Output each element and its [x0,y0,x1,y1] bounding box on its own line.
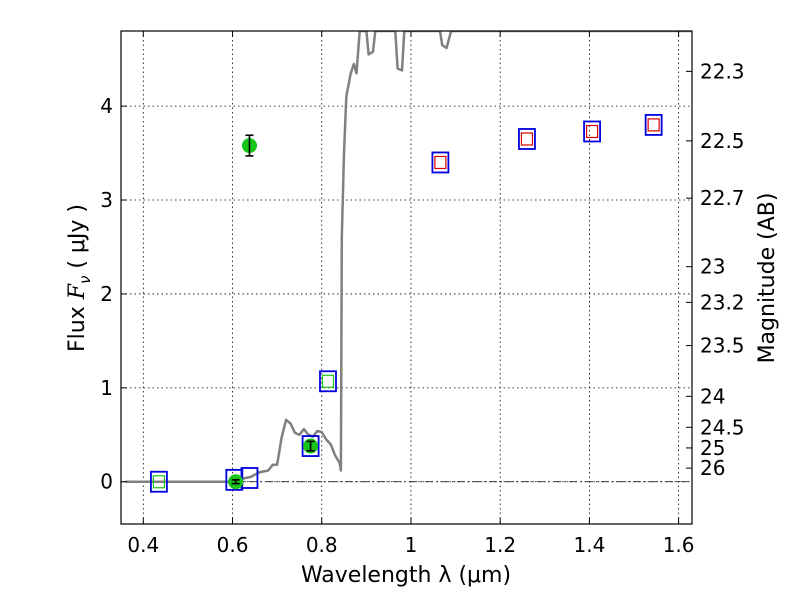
plot-frame [120,30,693,525]
mag-tick-label: 23 [700,255,725,279]
model-photometry-square [319,370,337,393]
mag-tick-label: 26 [700,456,725,480]
plot-area [125,31,692,493]
x-axis-label: Wavelength λ (μm) [301,563,511,588]
y-axis-label: Flux Fν ( μJy ) [65,204,94,352]
mag-tick-label: 24.5 [700,415,745,439]
x-tick-label: 0.8 [306,533,338,557]
y-tick-label: 3 [100,188,113,212]
mag-tick-label: 23.5 [700,334,745,358]
filter-inner-square [647,118,660,132]
model-photometry-square [518,128,536,150]
grid-lines [121,31,692,524]
mag-tick-label: 24 [700,384,725,408]
x-tick-label: 1.2 [484,533,516,557]
x-tick-label: 1 [405,533,418,557]
y-axis-label-symbol: F [65,283,90,300]
y-axis-label-unit: ( μJy ) [65,204,90,276]
filter-inner-square [585,124,599,139]
x-tick-label: 0.6 [217,533,249,557]
model-photometry-square [431,151,450,174]
filter-inner-square [520,132,534,146]
y-axis-label-subscript: ν [76,276,94,284]
filter-inner-square [434,155,447,170]
mag-tick-label: 22.5 [700,129,745,153]
x-tick-label: 1.4 [573,533,605,557]
right-axis-label: Magnitude (AB) [755,193,780,364]
x-tick-label: 1.6 [663,533,695,557]
y-axis-label-prefix: Flux [65,299,90,352]
x-axis-ticks: 0.4 0.6 0.8 1 1.2 1.4 1.6 [127,31,695,557]
mag-tick-label: 22.3 [700,59,745,83]
filter-inner-square [152,475,166,489]
mag-tick-label: 23.2 [700,290,745,314]
filter-inner-square [321,374,335,388]
y-tick-label: 1 [100,376,113,400]
model-photometry-square [583,120,601,143]
y-tick-label: 0 [100,470,113,494]
y-axis-ticks: 0 1 2 3 4 [100,94,127,494]
mag-tick-label: 25 [700,436,725,460]
sed-model-line [125,31,692,483]
model-photometry-square [150,470,168,493]
x-tick-label: 0.4 [127,533,159,557]
y-tick-label: 4 [100,94,113,118]
y-tick-label: 2 [100,282,113,306]
model-photometry-square [301,435,320,457]
mag-tick-label: 22.7 [700,186,745,210]
model-photometry-square [644,114,663,136]
